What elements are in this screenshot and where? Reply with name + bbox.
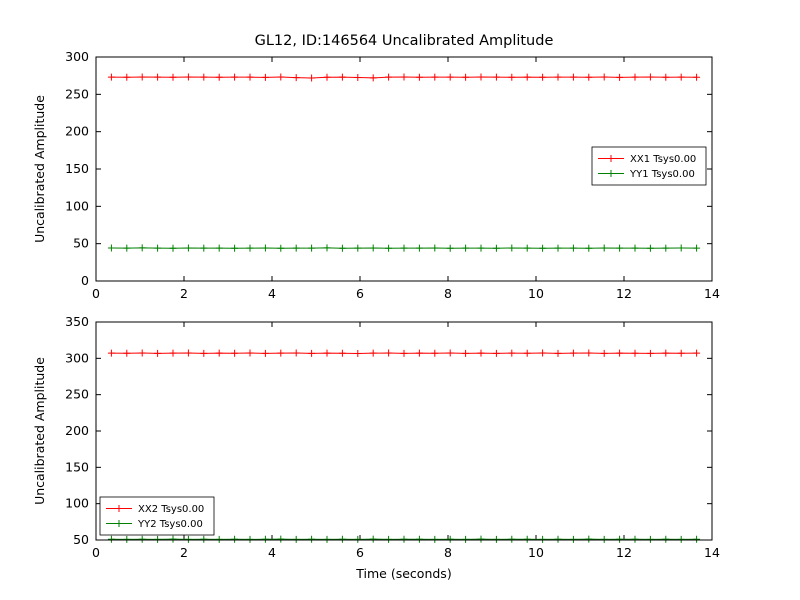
- x-tick-label: 4: [268, 545, 276, 560]
- x-tick-label: 12: [616, 545, 632, 560]
- series-markers-yy1: [107, 244, 701, 252]
- legend-label: XX2 Tsys0.00: [138, 504, 204, 515]
- y-axis-label: Uncalibrated Amplitude: [32, 357, 47, 505]
- y-tick-label: 150: [65, 459, 89, 474]
- x-tick-label: 12: [616, 286, 632, 301]
- legend-box: [591, 146, 707, 186]
- x-tick-label: 8: [444, 545, 452, 560]
- y-tick-label: 100: [65, 496, 89, 511]
- y-tick-label: 50: [73, 236, 89, 251]
- series-markers-xx2: [107, 349, 701, 357]
- legend-sample-xx2: [106, 505, 132, 512]
- y-tick-label: 250: [65, 86, 89, 101]
- x-tick-label: 8: [444, 286, 452, 301]
- legend: XX2 Tsys0.00 YY2 Tsys0.00: [99, 496, 215, 536]
- x-tick-label: 10: [528, 286, 544, 301]
- x-tick-label: 6: [356, 545, 364, 560]
- x-axis-label: Time (seconds): [355, 566, 451, 581]
- x-tick-label: 10: [528, 545, 544, 560]
- x-tick-label: 14: [704, 286, 720, 301]
- x-tick-label: 6: [356, 286, 364, 301]
- legend-label: XX1 Tsys0.00: [630, 154, 696, 165]
- x-tick-label: 0: [92, 545, 100, 560]
- legend-box: [99, 496, 215, 536]
- tick-labels: 0 2 4 6 8 10 12 14 50 100 150 200 250 300 350: [65, 314, 720, 560]
- legend-sample-xx1: [598, 155, 624, 162]
- y-tick-label: 50: [73, 532, 89, 547]
- chart-title: GL12, ID:146564 Uncalibrated Amplitude: [254, 33, 554, 49]
- series-markers-yy2: [107, 535, 701, 543]
- x-tick-label: 2: [180, 286, 188, 301]
- y-tick-label: 100: [65, 198, 89, 213]
- x-tick-label: 14: [704, 545, 720, 560]
- y-tick-label: 150: [65, 161, 89, 176]
- y-tick-label: 0: [81, 273, 89, 288]
- axes-frame: [95, 56, 713, 282]
- legend-sample-yy2: [106, 520, 132, 527]
- legend-label: YY2 Tsys0.00: [137, 519, 203, 530]
- legend: XX1 Tsys0.00 YY1 Tsys0.00: [591, 146, 707, 186]
- y-tick-label: 200: [65, 124, 89, 139]
- y-tick-label: 250: [65, 387, 89, 402]
- x-tick-label: 4: [268, 286, 276, 301]
- subplot-bottom: 0 2 4 6 8 10 12 14 50 100 150 200 250 300 350 Uncalibra…: [32, 314, 720, 581]
- x-tick-label: 0: [92, 286, 100, 301]
- y-tick-label: 300: [65, 350, 89, 365]
- tick-labels: 0 2 4 6 8 10 12 14 0 50 100 150 200 250 300: [65, 49, 720, 301]
- y-axis-label: Uncalibrated Amplitude: [32, 95, 47, 243]
- y-tick-label: 300: [65, 49, 89, 64]
- axes-frame: [95, 321, 713, 541]
- legend-sample-yy1: [598, 170, 624, 177]
- legend-label: YY1 Tsys0.00: [629, 169, 695, 180]
- series-markers-xx1: [107, 73, 701, 82]
- subplot-top: 0 2 4 6 8 10 12 14 0 50 100 150 200 250 300 Uncalibrate…: [32, 49, 720, 301]
- x-tick-label: 2: [180, 545, 188, 560]
- y-tick-label: 200: [65, 423, 89, 438]
- y-tick-label: 350: [65, 314, 89, 329]
